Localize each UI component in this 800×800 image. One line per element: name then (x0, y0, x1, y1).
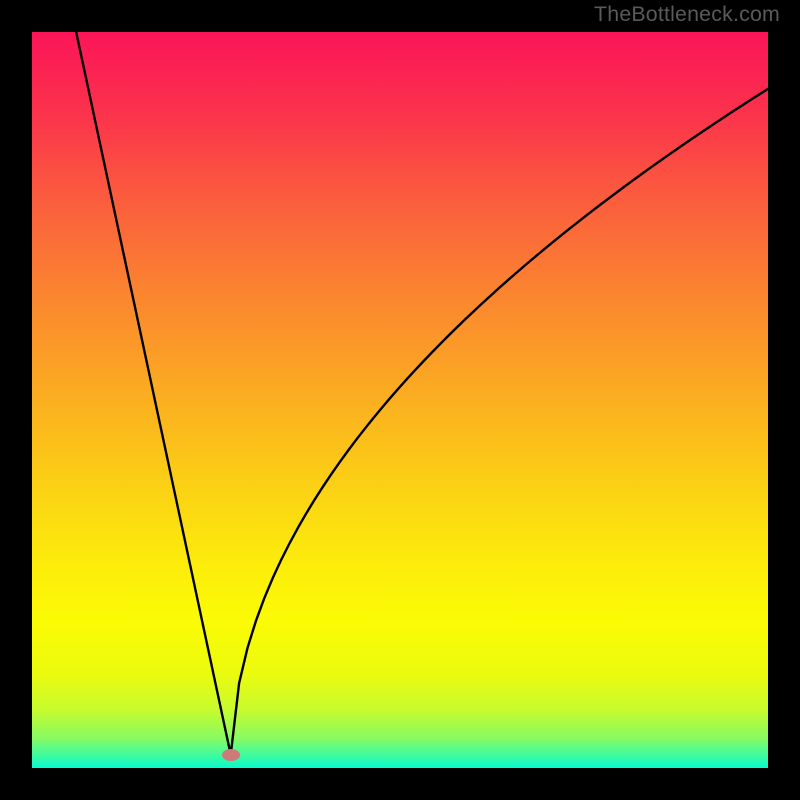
chart-frame: TheBottleneck.com (0, 0, 800, 800)
plot-area (32, 32, 768, 768)
bottleneck-curve-path (76, 32, 768, 755)
optimum-marker (222, 749, 240, 761)
watermark-label: TheBottleneck.com (594, 2, 780, 27)
bottleneck-curve (32, 32, 768, 768)
